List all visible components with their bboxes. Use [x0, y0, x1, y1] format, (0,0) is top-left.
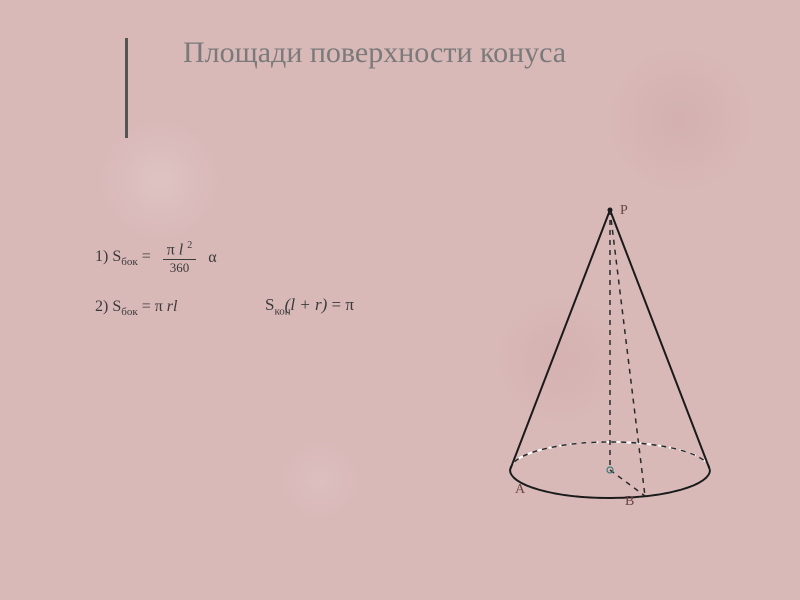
page-title: Площади поверхности конуса	[183, 36, 566, 70]
formula1-fraction: π l 2 360	[163, 240, 197, 276]
title-bar: Площади поверхности конуса	[125, 38, 566, 138]
label-a: A	[515, 482, 526, 497]
formula-3: Sкон(l + r) = π	[265, 295, 354, 317]
formulas-block: 1) Sбок = π l 2 360 α 2) Sбок = π rl	[95, 240, 217, 341]
formula-1: 1) Sбок = π l 2 360 α	[95, 240, 217, 276]
formula2-text: 2) Sбок = π rl	[95, 298, 177, 318]
formula1-suffix: α	[208, 249, 216, 267]
cone-left-side	[510, 210, 610, 470]
cone-radius-b	[610, 470, 645, 496]
label-p: P	[620, 203, 628, 218]
formula1-label: 1) Sбок =	[95, 248, 151, 268]
cone-base-front	[510, 470, 710, 498]
apex-point	[608, 208, 613, 213]
cone-diagram: P A B	[460, 200, 780, 530]
label-b: B	[625, 494, 634, 509]
formula-2: 2) Sбок = π rl	[95, 298, 217, 318]
cone-right-side	[610, 210, 710, 470]
cone-base-back	[510, 442, 710, 470]
